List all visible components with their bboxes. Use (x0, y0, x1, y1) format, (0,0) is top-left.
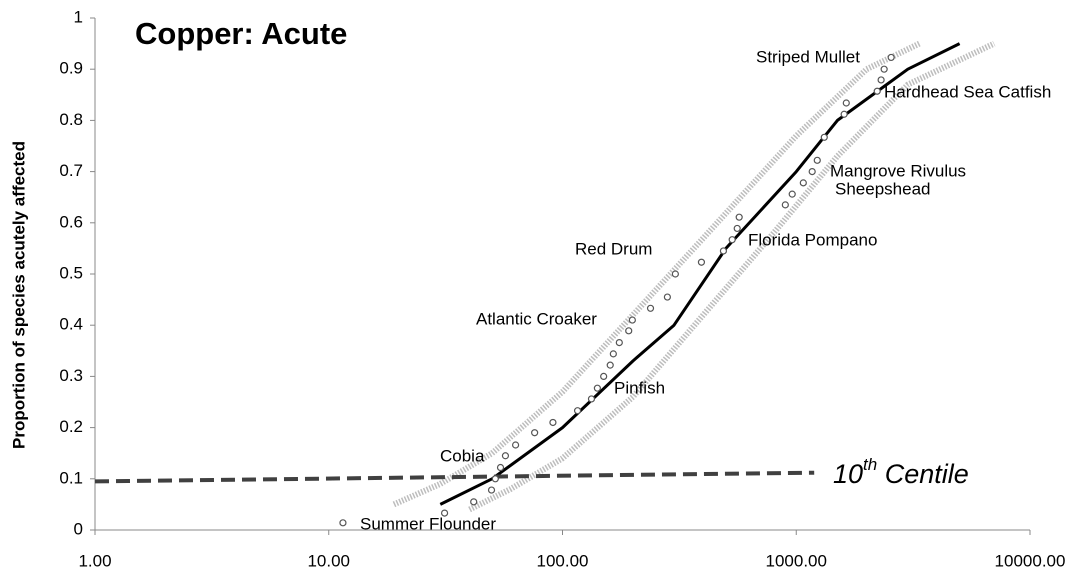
species-label: Mangrove Rivulus (830, 161, 966, 180)
data-point (663, 293, 671, 301)
data-point (799, 179, 807, 187)
data-point (873, 87, 881, 95)
y-tick-label: 0.9 (59, 59, 83, 78)
x-tick-label: 10.00 (307, 551, 350, 570)
y-tick-label: 1 (74, 7, 83, 26)
x-tick-label: 100.00 (537, 551, 589, 570)
data-point (788, 190, 796, 198)
data-point (491, 475, 499, 483)
y-tick-label: 0.8 (59, 110, 83, 129)
centile-label: 10th Centile (833, 455, 969, 489)
y-tick-label: 0.2 (59, 417, 83, 436)
data-point (781, 201, 789, 209)
y-tick-label: 0.1 (59, 468, 83, 487)
data-point (877, 76, 885, 84)
centile-sup: th (863, 455, 877, 474)
lower-band-line (468, 40, 996, 513)
data-point (440, 509, 449, 517)
data-point (501, 452, 510, 460)
data-point (733, 224, 741, 233)
species-label: Atlantic Croaker (476, 309, 597, 328)
species-label: Hardhead Sea Catfish (884, 82, 1051, 101)
data-point (671, 270, 679, 278)
species-label: Florida Pompano (748, 230, 877, 249)
data-point (628, 316, 636, 324)
centile-rest: Centile (877, 459, 969, 489)
data-point (587, 395, 596, 403)
y-tick-label: 0 (74, 519, 83, 538)
data-point (615, 339, 623, 347)
centile-line (94, 470, 815, 484)
data-point (606, 361, 614, 369)
chart-title: Copper: Acute (135, 16, 347, 51)
y-tick-label: 0.4 (59, 315, 83, 334)
data-point (600, 372, 608, 380)
x-tick-label: 10000.00 (995, 551, 1066, 570)
x-tick-label: 1000.00 (766, 551, 827, 570)
data-point (573, 407, 582, 415)
y-tick-label: 0.5 (59, 263, 83, 282)
species-label: Red Drum (575, 239, 652, 258)
data-point (593, 384, 601, 392)
data-point (820, 133, 828, 141)
data-point (735, 213, 743, 221)
upper-band-line (392, 40, 921, 508)
y-tick-label: 0.3 (59, 366, 83, 385)
data-point (487, 486, 496, 494)
data-point (719, 247, 728, 255)
data-point (813, 156, 821, 164)
data-point (728, 236, 736, 244)
data-point (609, 350, 617, 358)
x-tick-label: 1.00 (78, 551, 111, 570)
data-point (549, 418, 557, 427)
data-point (842, 99, 850, 107)
data-point (697, 258, 706, 266)
data-point (887, 53, 895, 62)
y-axis-label: Proportion of species acutely affected (9, 141, 28, 449)
data-point (880, 65, 888, 73)
data-point (625, 327, 633, 335)
data-point (531, 429, 539, 437)
fit-line (439, 42, 961, 506)
data-point (339, 519, 347, 527)
species-label: Striped Mullet (756, 47, 860, 66)
data-point (470, 498, 478, 506)
species-label: Sheepshead (835, 179, 930, 198)
y-tick-label: 0.6 (59, 212, 83, 231)
centile-num: 10 (833, 459, 863, 489)
data-point (646, 304, 655, 312)
species-label: Summer Flounder (360, 514, 496, 533)
data-point (511, 441, 520, 449)
data-point (496, 463, 505, 472)
data-point (808, 168, 816, 176)
y-tick-label: 0.7 (59, 161, 83, 180)
species-label: Pinfish (614, 378, 665, 397)
data-point (840, 110, 848, 118)
species-label: Cobia (440, 446, 485, 465)
